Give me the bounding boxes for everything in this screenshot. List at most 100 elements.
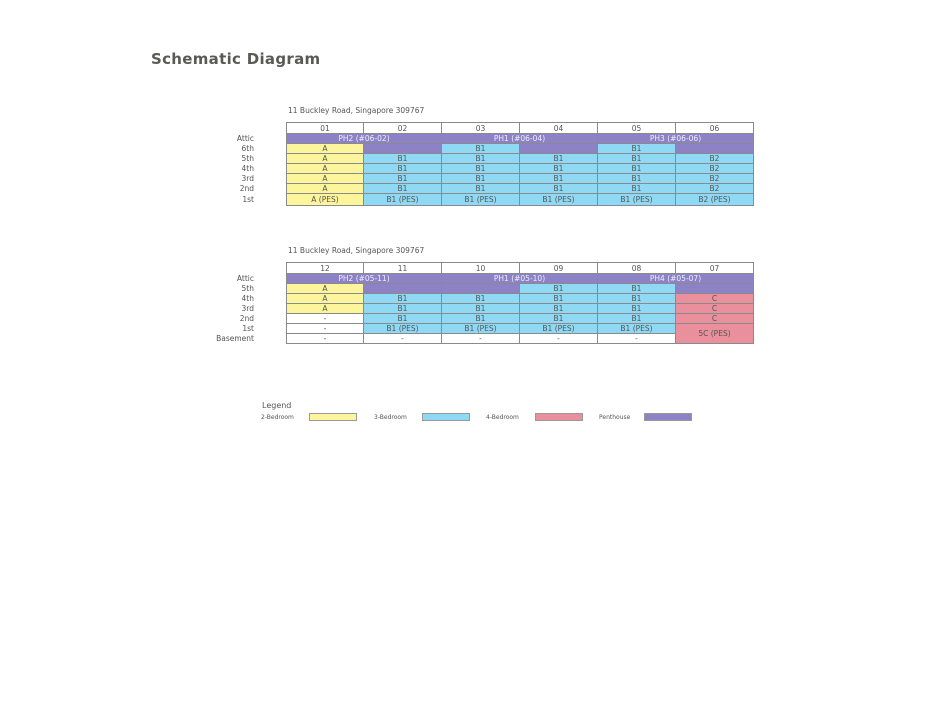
- floor-label: 3rd: [241, 304, 254, 313]
- legend-label-2-bedroom: 2-Bedroom: [261, 414, 294, 421]
- unit-column-header: 03: [442, 122, 520, 134]
- unit-cell: B1 (PES): [442, 324, 520, 334]
- unit-number-header: 01 02 03 04 05 06: [286, 122, 754, 134]
- unit-column-header: 01: [286, 122, 364, 134]
- floor-label: 2nd: [239, 314, 254, 323]
- unit-cell: -: [598, 334, 676, 344]
- unit-cell: B1 (PES): [598, 194, 676, 206]
- floor-row: 4th A B1 B1 B1 B1 B2: [242, 164, 754, 174]
- unit-column-header: 09: [520, 262, 598, 274]
- unit-column-header: 06: [676, 122, 754, 134]
- unit-cell: B1: [520, 314, 598, 324]
- legend-label-4-bedroom: 4-Bedroom: [486, 414, 519, 421]
- unit-cell: B1: [520, 174, 598, 184]
- unit-cell: B2 (PES): [676, 194, 754, 206]
- unit-cell: A: [286, 304, 364, 314]
- unit-cell: B1: [442, 304, 520, 314]
- unit-column-header: 08: [598, 262, 676, 274]
- floor-label: 2nd: [239, 184, 254, 193]
- unit-cell: [676, 284, 754, 294]
- legend-swatch-3-bedroom: [422, 413, 470, 421]
- unit-cell: B1: [520, 164, 598, 174]
- floor-label: 5th: [241, 284, 254, 293]
- unit-column-header: 12: [286, 262, 364, 274]
- unit-cell: B1: [364, 154, 442, 164]
- legend-swatch-2-bedroom: [309, 413, 357, 421]
- unit-cell: A: [286, 184, 364, 194]
- legend-swatch-4-bedroom: [535, 413, 583, 421]
- unit-cell: B1: [442, 184, 520, 194]
- unit-cell: B1: [364, 174, 442, 184]
- floor-row: 3rd A B1 B1 B1 B1 B2: [242, 174, 754, 184]
- unit-cell: C: [676, 294, 754, 304]
- unit-cell: PH3 (#06-06): [598, 134, 754, 144]
- unit-cell: B1: [520, 294, 598, 304]
- floor-row: 5th A B1 B1 B1 B1 B2: [242, 154, 754, 164]
- floor-row: 5th A B1 B1: [242, 284, 754, 294]
- unit-cell: B1 (PES): [442, 194, 520, 206]
- floor-label: Attic: [236, 134, 254, 143]
- floor-row: 3rd A B1 B1 B1 B1 C: [242, 304, 754, 314]
- unit-cell: B1: [598, 164, 676, 174]
- unit-cell: -: [286, 314, 364, 324]
- unit-cell: B2: [676, 174, 754, 184]
- block-2-address: 11 Buckley Road, Singapore 309767: [288, 246, 425, 255]
- unit-cell: B1: [598, 154, 676, 164]
- floor-row: 6th A B1 B1: [242, 144, 754, 154]
- legend-swatch-penthouse: [644, 413, 692, 421]
- floor-row: 4th A B1 B1 B1 B1 C: [242, 294, 754, 304]
- floor-row: 2nd A B1 B1 B1 B1 B2: [240, 184, 754, 194]
- floor-row: Attic PH2 (#06-02) PH1 (#06-04) PH3 (#06-06…: [237, 134, 754, 144]
- legend-label-3-bedroom: 3-Bedroom: [374, 414, 407, 421]
- unit-cell: 5C (PES): [676, 324, 754, 344]
- unit-cell: [442, 284, 520, 294]
- floor-row: 1st A (PES) B1 (PES) B1 (PES) B1 (PES) B1 (PE…: [242, 194, 754, 206]
- floor-label: 1st: [242, 195, 254, 204]
- unit-cell: B1: [520, 184, 598, 194]
- unit-cell: B1: [598, 314, 676, 324]
- unit-number-header: 12 11 10 09 08 07: [286, 262, 754, 274]
- unit-cell: B1: [442, 174, 520, 184]
- unit-cell: -: [520, 334, 598, 344]
- unit-cell: A: [286, 294, 364, 304]
- unit-cell: B1: [442, 154, 520, 164]
- floor-label: 4th: [241, 164, 254, 173]
- unit-cell: A (PES): [286, 194, 364, 206]
- unit-cell: B1: [598, 184, 676, 194]
- unit-cell: B1: [520, 284, 598, 294]
- unit-cell: B2: [676, 164, 754, 174]
- page-title: Schematic Diagram: [151, 50, 321, 68]
- unit-cell: -: [286, 324, 364, 334]
- unit-cell: [520, 144, 598, 154]
- unit-column-header: 10: [442, 262, 520, 274]
- unit-cell: B1 (PES): [520, 324, 598, 334]
- unit-column-header: 07: [676, 262, 754, 274]
- schematic-table-block-1: 01 02 03 04 05 06 Attic PH2 (#06-02) PH1 (#06-04…: [237, 122, 754, 206]
- unit-cell: A: [286, 144, 364, 154]
- unit-cell: [676, 144, 754, 154]
- unit-cell: B1: [520, 304, 598, 314]
- unit-cell: B1 (PES): [520, 194, 598, 206]
- unit-cell: B1: [598, 284, 676, 294]
- unit-cell: B1 (PES): [364, 324, 442, 334]
- unit-cell: B1: [364, 184, 442, 194]
- unit-cell: PH1 (#05-10): [442, 274, 598, 284]
- unit-cell: B1: [442, 144, 520, 154]
- unit-cell: PH4 (#05-07): [598, 274, 754, 284]
- unit-cell: B1: [364, 304, 442, 314]
- floor-row: 2nd - B1 B1 B1 B1 C: [240, 314, 754, 324]
- legend-title: Legend: [262, 401, 292, 410]
- unit-cell: C: [676, 304, 754, 314]
- unit-cell: B1: [442, 314, 520, 324]
- unit-cell: B1: [598, 294, 676, 304]
- unit-column-header: 11: [364, 262, 442, 274]
- unit-cell: B1 (PES): [364, 194, 442, 206]
- unit-column-header: 02: [364, 122, 442, 134]
- unit-cell: [364, 284, 442, 294]
- unit-column-header: 04: [520, 122, 598, 134]
- unit-cell: PH2 (#06-02): [286, 134, 442, 144]
- unit-cell: A: [286, 164, 364, 174]
- unit-cell: A: [286, 174, 364, 184]
- unit-cell: B1: [598, 304, 676, 314]
- unit-cell: -: [286, 334, 364, 344]
